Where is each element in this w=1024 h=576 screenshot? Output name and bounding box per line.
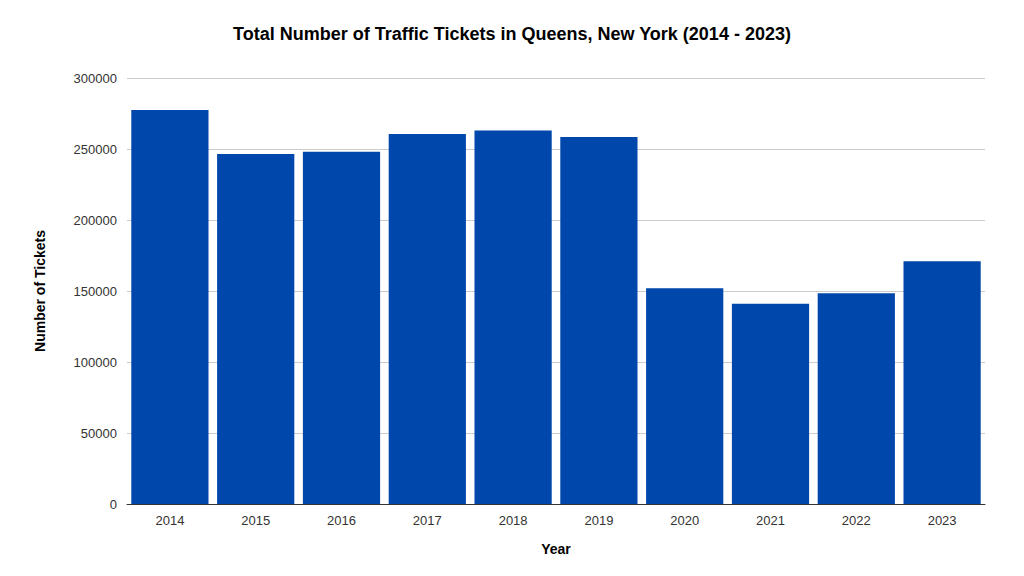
svg-text:250000: 250000 <box>74 142 117 157</box>
svg-text:2022: 2022 <box>842 513 871 528</box>
svg-text:Year: Year <box>541 541 571 557</box>
svg-text:100000: 100000 <box>74 355 117 370</box>
svg-text:2014: 2014 <box>155 513 184 528</box>
svg-text:0: 0 <box>110 497 117 512</box>
svg-text:2018: 2018 <box>499 513 528 528</box>
svg-text:200000: 200000 <box>74 213 117 228</box>
svg-text:2017: 2017 <box>413 513 442 528</box>
svg-text:2016: 2016 <box>327 513 356 528</box>
svg-text:300000: 300000 <box>74 71 117 86</box>
svg-text:2023: 2023 <box>928 513 957 528</box>
svg-text:2019: 2019 <box>584 513 613 528</box>
svg-text:2021: 2021 <box>756 513 785 528</box>
svg-text:Number of Tickets: Number of Tickets <box>32 230 48 352</box>
svg-text:Total Number of Traffic Ticket: Total Number of Traffic Tickets in Queen… <box>233 24 791 44</box>
svg-text:2015: 2015 <box>241 513 270 528</box>
svg-text:50000: 50000 <box>81 426 117 441</box>
svg-text:150000: 150000 <box>74 284 117 299</box>
svg-text:2020: 2020 <box>670 513 699 528</box>
